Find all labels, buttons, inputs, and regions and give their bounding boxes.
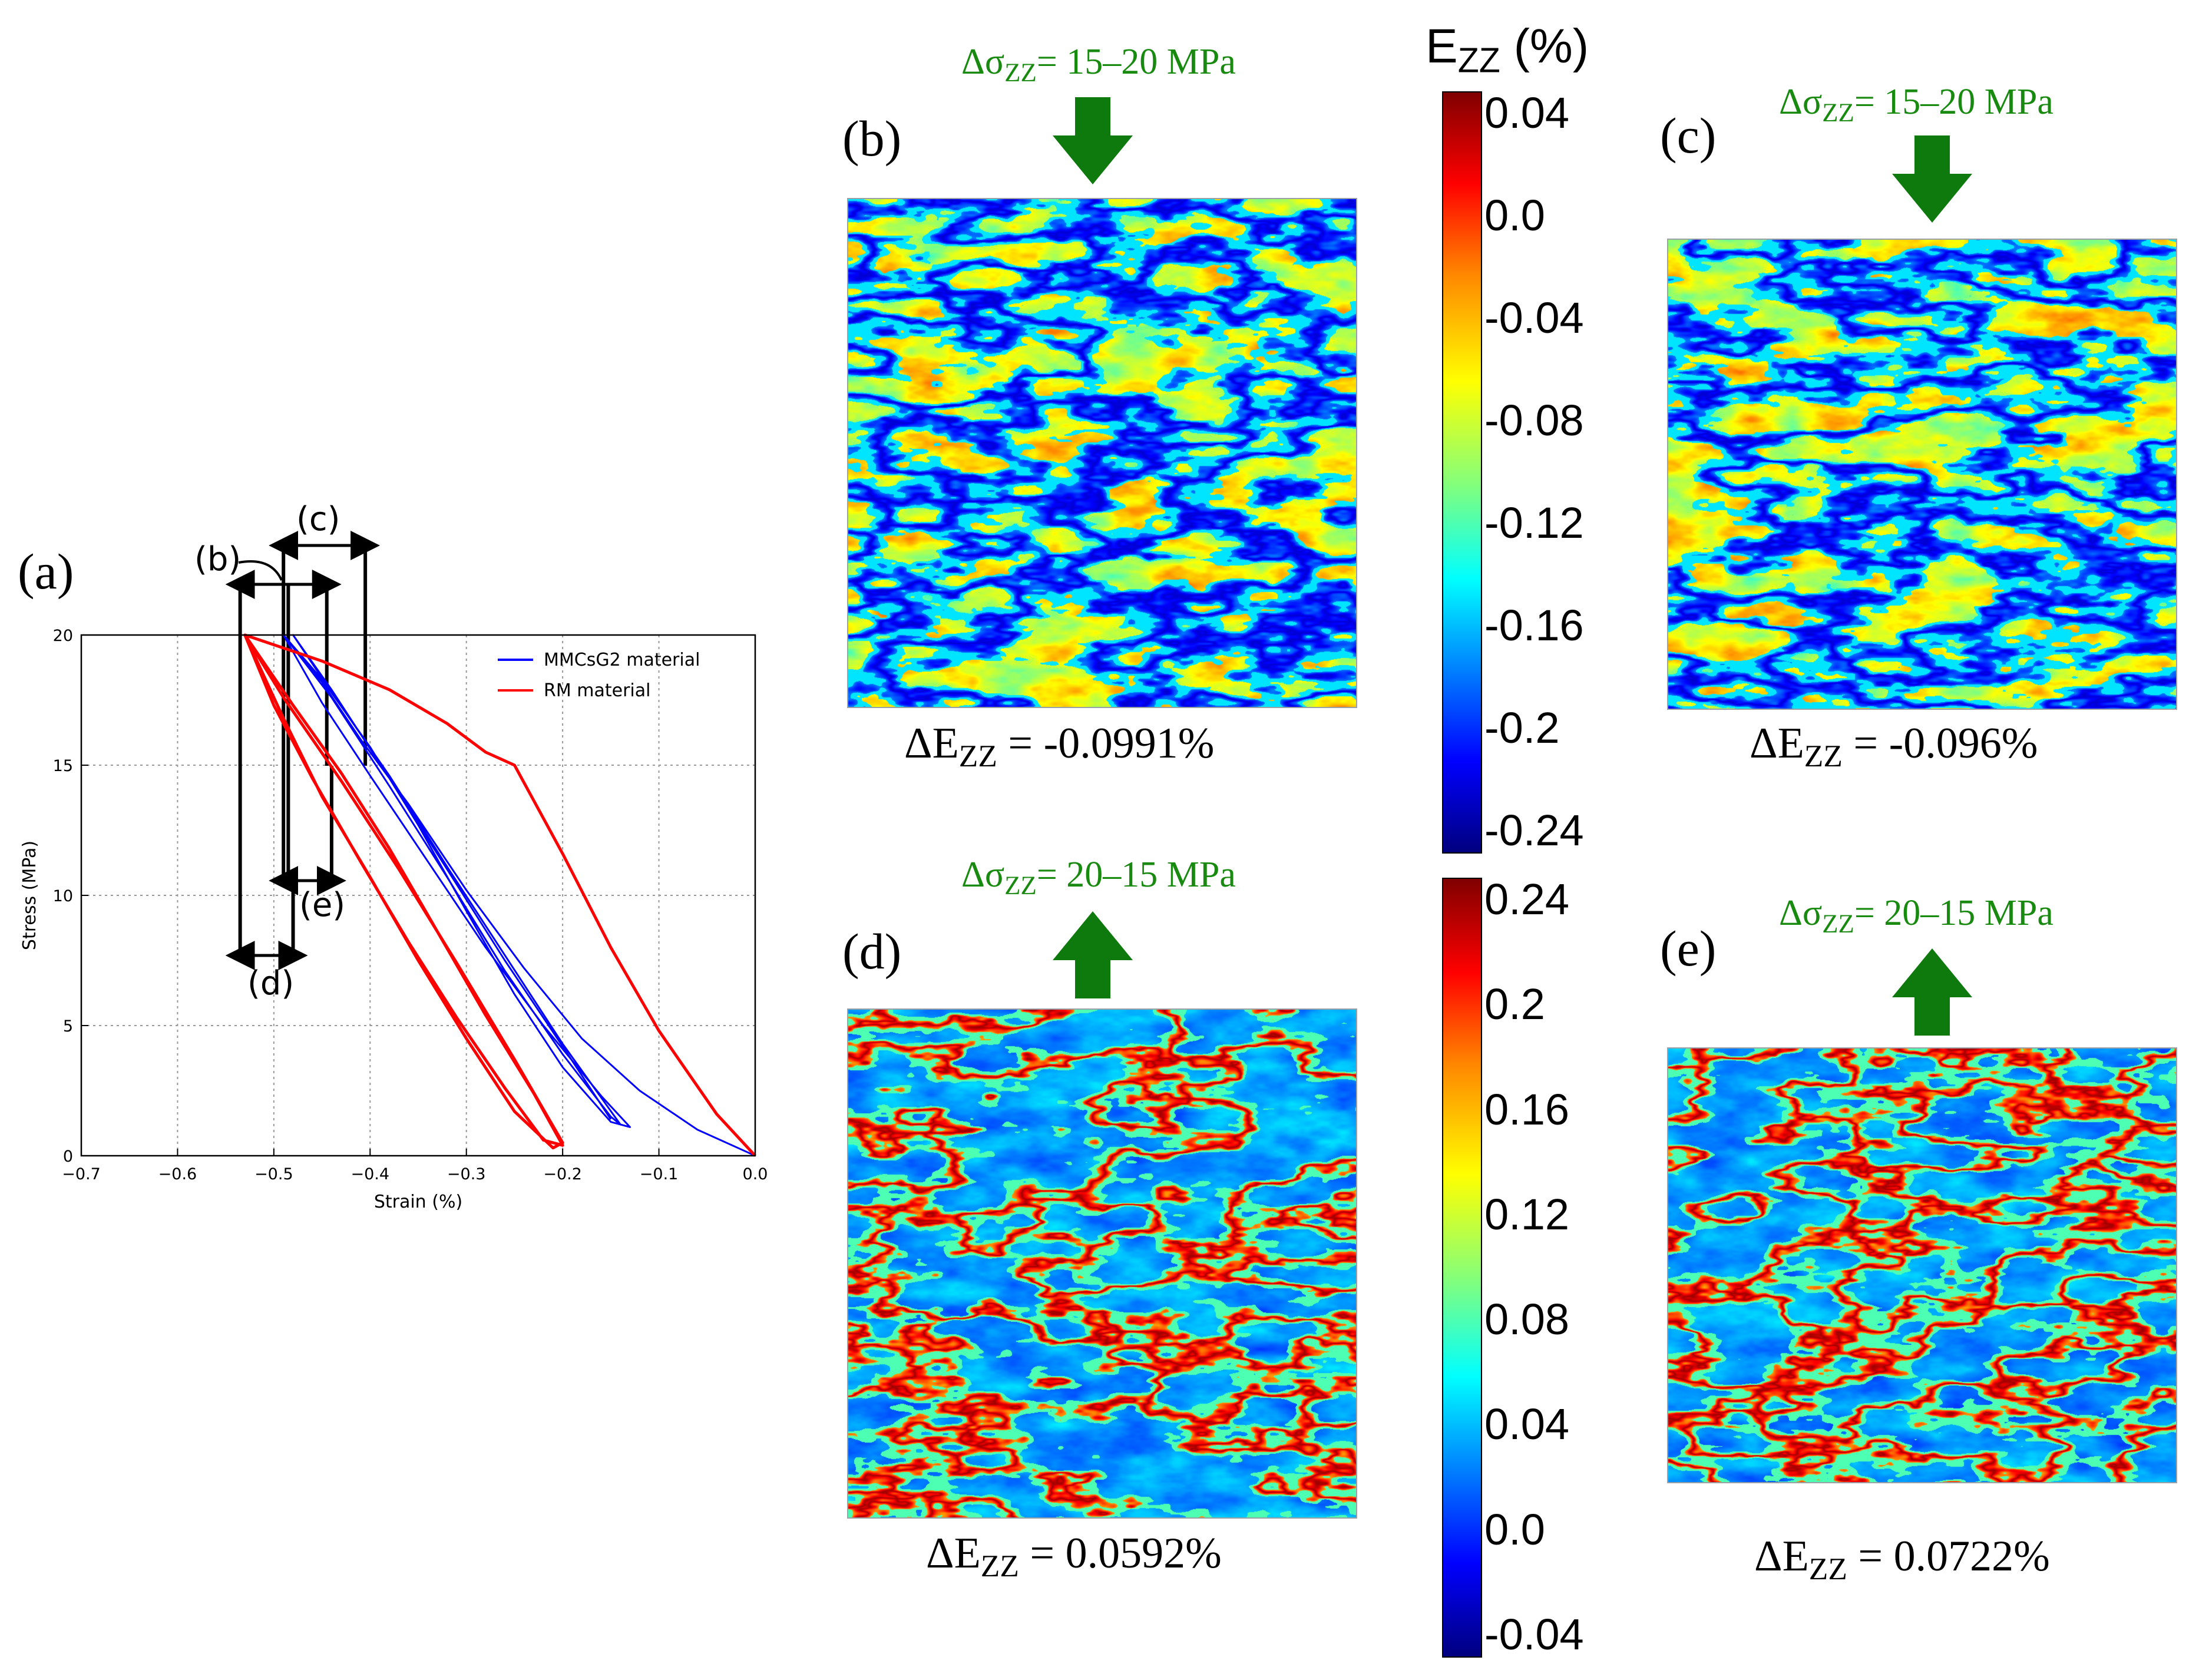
panel-d-stress-label: ΔσZZ= 20–15 MPa [961, 855, 1236, 900]
colorbar-top-tick-label: 0.04 [1484, 88, 1570, 137]
panel-b-stress-label: ΔσZZ= 15–20 MPa [961, 42, 1236, 87]
y-tick-label: 15 [53, 757, 73, 775]
series-line [243, 633, 756, 1157]
legend-label: RM material [544, 680, 650, 701]
panel-d-up-arrow-icon [1053, 911, 1133, 998]
y-tick-label: 0 [63, 1147, 73, 1166]
legend-label: MMCsG2 material [544, 650, 700, 670]
interval-label: (d) [247, 964, 294, 1003]
colorbar-bottom-tick-label: 0.12 [1484, 1189, 1570, 1239]
y-axis-label: Stress (MPa) [19, 841, 40, 950]
colorbar-bottom-tick-label: 0.0 [1484, 1504, 1545, 1554]
x-tick-label: −0.3 [447, 1165, 486, 1183]
colorbar-bottom-tick-label: 0.24 [1484, 875, 1570, 924]
series-line [282, 634, 756, 1157]
interval-b-leader [238, 560, 283, 581]
panel-c-down-arrow-icon [1892, 135, 1972, 223]
colorbar-bottom-tick-label: 0.08 [1484, 1295, 1570, 1344]
panel-c-label: (c) [1660, 107, 1717, 164]
panel-c-stress-label: ΔσZZ= 15–20 MPa [1779, 82, 2053, 127]
panel-e-up-arrow-icon [1892, 948, 1972, 1036]
x-tick-label: −0.7 [62, 1165, 101, 1183]
panel-e-delta-label: ΔEZZ = 0.0722% [1754, 1532, 2050, 1586]
x-tick-label: −0.2 [543, 1165, 582, 1183]
panel-d-strain-map [847, 1008, 1357, 1519]
colorbar-bottom-tick-label: 0.16 [1484, 1084, 1570, 1134]
y-tick-label: 10 [53, 887, 73, 905]
panel-e-label: (e) [1660, 920, 1717, 977]
colorbar-top-tick-label: -0.04 [1484, 293, 1584, 342]
panel-a-label: (a) [18, 543, 74, 600]
plot-frame [80, 634, 756, 1157]
y-tick-label: 20 [53, 627, 73, 645]
colorbar-bottom [1442, 878, 1482, 1658]
x-tick-label: −0.6 [158, 1165, 197, 1183]
colorbar-top-tick-label: -0.08 [1484, 396, 1584, 445]
colorbar-top-tick-label: -0.2 [1484, 703, 1560, 752]
colorbar-top [1442, 91, 1482, 854]
colorbar-top-tick-label: -0.12 [1484, 498, 1584, 547]
panel-b-delta-label: ΔEZZ = -0.0991% [904, 719, 1215, 773]
colorbar-bottom-tick-label: -0.04 [1484, 1610, 1584, 1659]
colorbar-top-tick-label: -0.16 [1484, 601, 1584, 650]
interval-label: (e) [299, 886, 345, 924]
panel-b-label: (b) [842, 110, 902, 167]
y-tick-label: 5 [63, 1017, 73, 1036]
panel-d-label: (d) [842, 923, 902, 980]
x-tick-label: 0.0 [743, 1165, 768, 1183]
stress-strain-chart: (b) (c) (d) (e) −0.7 −0.6 −0.5 −0.4 −0.3 −0.2 −0.… [19, 500, 768, 1212]
panel-c-strain-map [1667, 239, 2177, 710]
colorbar-top-tick-label: -0.24 [1484, 806, 1584, 855]
panel-e-strain-map [1667, 1047, 2177, 1483]
x-tick-label: −0.4 [351, 1165, 390, 1183]
colorbar-top-tick-label: 0.0 [1484, 191, 1545, 240]
x-tick-label: −0.1 [640, 1165, 679, 1183]
panel-b-strain-map [847, 198, 1357, 708]
colorbar-title: EZZ (%) [1426, 19, 1589, 80]
panel-e-stress-label: ΔσZZ= 20–15 MPa [1779, 893, 2053, 938]
panel-c-delta-label: ΔEZZ = -0.096% [1750, 719, 2038, 773]
panel-b-down-arrow-icon [1053, 97, 1133, 184]
interval-label: (c) [296, 500, 340, 538]
x-axis-label: Strain (%) [374, 1192, 462, 1212]
colorbar-bottom-tick-label: 0.04 [1484, 1400, 1570, 1449]
x-tick-label: −0.5 [254, 1165, 293, 1183]
colorbar-bottom-tick-label: 0.2 [1484, 980, 1545, 1029]
panel-d-delta-label: ΔEZZ = 0.0592% [926, 1529, 1222, 1583]
interval-label: (b) [194, 540, 241, 578]
